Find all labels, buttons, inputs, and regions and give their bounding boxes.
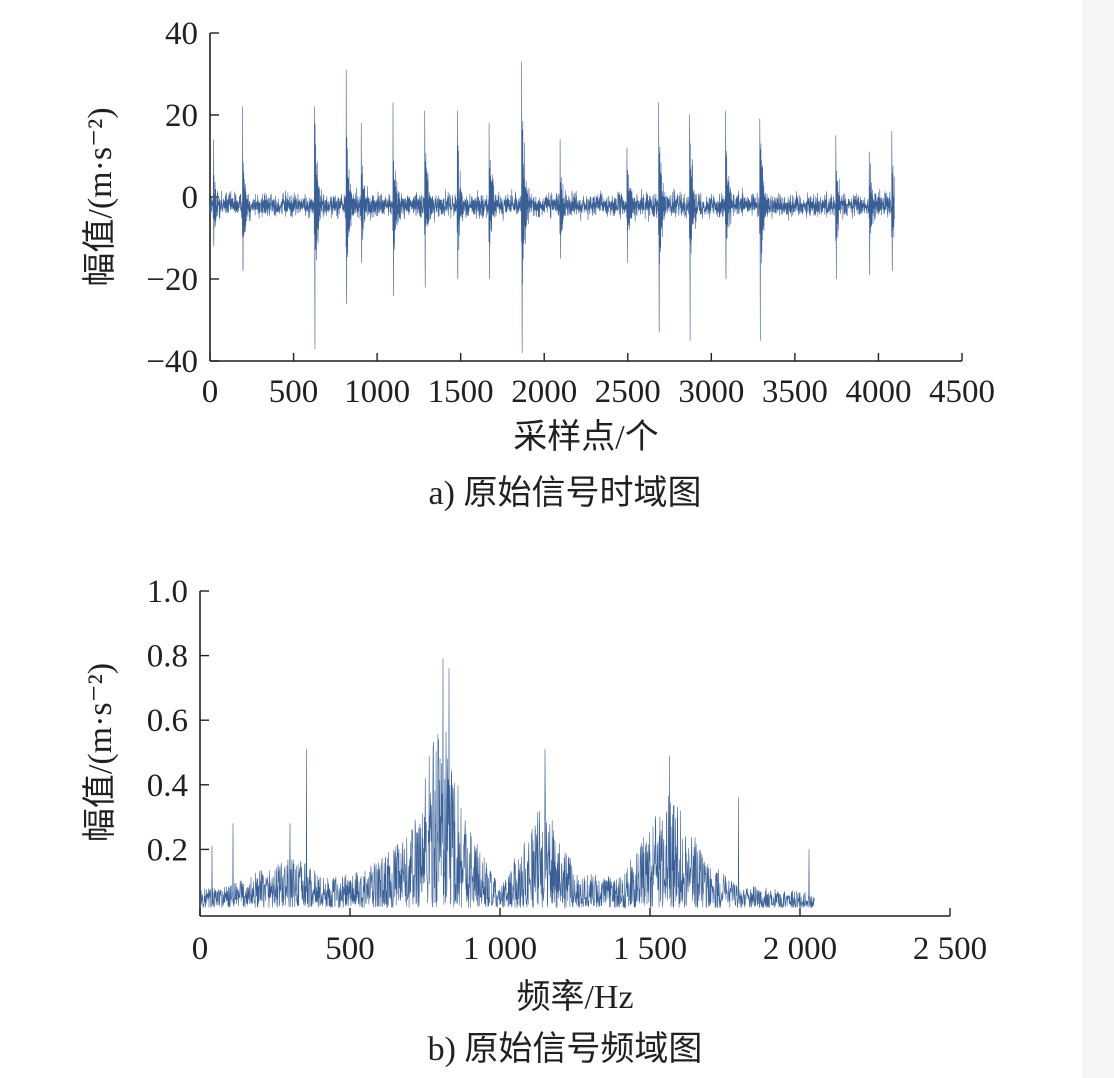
time-domain-x-tick-label: 4500 [929, 374, 995, 410]
time-domain-y-tick-label: −20 [146, 262, 198, 298]
frequency-domain-y-tick-label: 0.6 [147, 703, 188, 739]
time-domain-x-tick-label: 4000 [845, 374, 911, 410]
page-side-strip [1082, 0, 1114, 1078]
frequency-domain-y-axis-title: 幅值/(m·s⁻²) [81, 663, 119, 842]
time-domain-y-tick-label: 40 [165, 16, 198, 52]
time-domain-y-tick-label: 20 [165, 98, 198, 134]
frequency-domain-x-tick-label: 1 500 [613, 931, 687, 967]
time-domain-caption: a) 原始信号时域图 [428, 475, 702, 512]
time-domain-y-tick-label: 0 [182, 180, 199, 216]
time-domain-x-tick-label: 500 [269, 374, 319, 410]
frequency-domain-y-tick-label: 0.2 [147, 832, 188, 868]
frequency-domain-y-tick-label: 0.4 [147, 768, 188, 804]
time-domain-x-tick-label: 3000 [678, 374, 744, 410]
time-domain-y-tick-label: −40 [146, 344, 198, 380]
time-domain-x-tick-label: 1500 [428, 374, 494, 410]
time-domain-x-tick-label: 2500 [595, 374, 661, 410]
time-domain-y-axis-title: 幅值/(m·s⁻²) [81, 107, 119, 286]
frequency-domain-x-tick-label: 0 [192, 931, 209, 967]
time-domain-x-tick-label: 1000 [344, 374, 410, 410]
time-domain-x-tick-label: 0 [202, 374, 219, 410]
frequency-domain-x-tick-label: 2 500 [913, 931, 987, 967]
frequency-domain-x-tick-label: 2 000 [763, 931, 837, 967]
frequency-domain-x-tick-label: 1 000 [463, 931, 537, 967]
time-domain-x-tick-label: 3500 [762, 374, 828, 410]
frequency-domain-x-tick-label: 500 [325, 931, 375, 967]
time-domain-x-tick-label: 2000 [511, 374, 577, 410]
time-domain-signal-line [209, 61, 895, 354]
frequency-domain-x-axis-title: 频率/Hz [516, 979, 634, 1016]
time-domain-x-axis-title: 采样点/个 [513, 419, 659, 456]
frequency-domain-chart: 1.0 0.8 0.6 0.4 0.2 0 500 1 000 1 500 2 000 2 500 幅… [81, 574, 987, 967]
frequency-domain-spectrum-line [199, 658, 815, 908]
frequency-domain-y-tick-label: 1.0 [147, 574, 188, 610]
frequency-domain-caption: b) 原始信号频域图 [427, 1031, 703, 1068]
frequency-domain-y-tick-label: 0.8 [147, 639, 188, 675]
